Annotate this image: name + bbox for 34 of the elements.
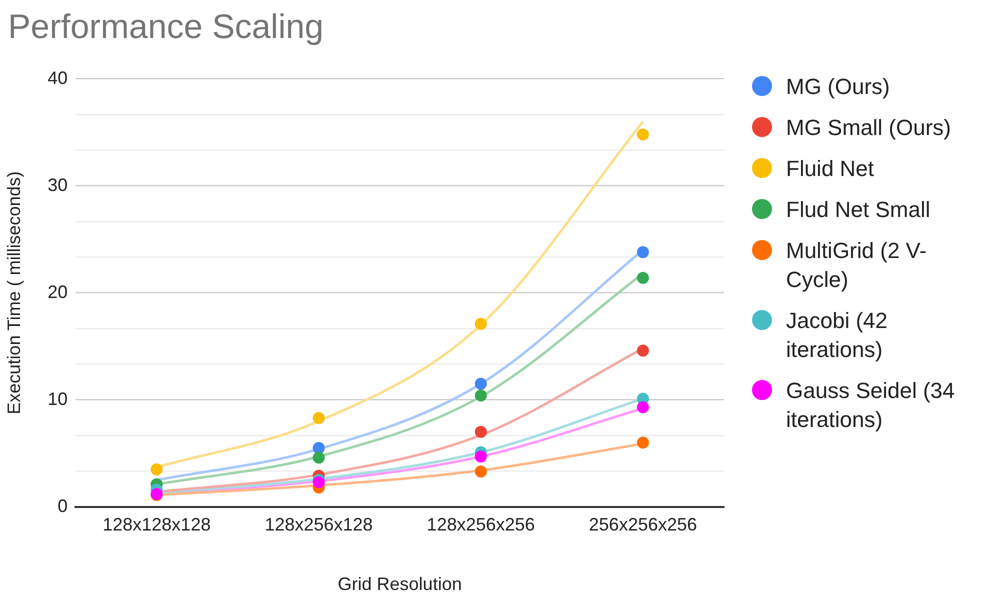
point xyxy=(636,272,649,284)
legend-label: MG Small (Ours) xyxy=(786,114,951,142)
y-tick-label: 30 xyxy=(48,174,68,195)
point xyxy=(312,412,325,424)
point xyxy=(636,401,649,414)
legend-label: Gauss Seidel (34 iterations) xyxy=(786,377,956,434)
point xyxy=(474,426,487,438)
legend-label: Fluid Net xyxy=(786,155,874,183)
point xyxy=(636,344,649,357)
legend-label: MultiGrid (2 V-Cycle) xyxy=(786,237,928,294)
chart-title: Performance Scaling xyxy=(8,8,324,47)
legend-label: Flud Net Small xyxy=(786,196,930,224)
point xyxy=(150,463,163,476)
point xyxy=(312,452,325,464)
y-axis-title: Execution Time ( milliseconds) xyxy=(4,171,24,414)
x-tick-label: 128x256x256 xyxy=(426,514,535,535)
x-tick-label: 128x256x128 xyxy=(264,514,373,535)
point xyxy=(636,128,649,140)
point xyxy=(474,318,487,330)
y-tick-label: 0 xyxy=(58,496,68,516)
x-axis-title: Grid Resolution xyxy=(338,574,462,594)
y-tick-label: 10 xyxy=(48,388,68,409)
point xyxy=(474,465,487,478)
x-tick-label: 128x128x128 xyxy=(102,514,211,535)
y-tick-label: 40 xyxy=(48,68,68,88)
point xyxy=(474,390,487,402)
point xyxy=(636,436,649,449)
legend-label: MG (Ours) xyxy=(786,73,890,101)
point xyxy=(474,450,487,463)
point xyxy=(636,246,649,258)
legend-label: Jacobi (42 iterations) xyxy=(786,307,889,364)
point xyxy=(474,378,487,390)
y-tick-label: 20 xyxy=(48,282,68,302)
x-tick-label: 256x256x256 xyxy=(588,514,698,535)
